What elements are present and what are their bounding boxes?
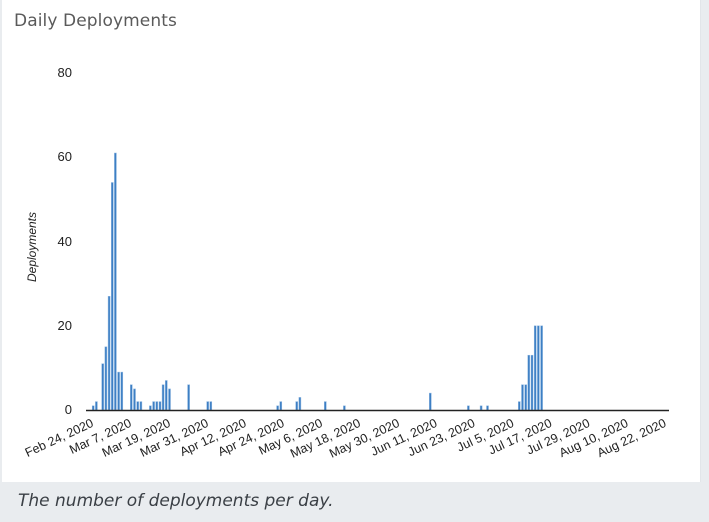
bar [101, 363, 104, 411]
bar [524, 384, 527, 411]
chart-caption: The number of deployments per day. [18, 491, 334, 511]
bar [518, 401, 521, 411]
bar [104, 346, 108, 411]
bar [533, 325, 537, 411]
bar [467, 405, 470, 411]
bar [429, 392, 432, 411]
bar [187, 384, 190, 411]
bar [158, 401, 162, 411]
y-tick-label: 20 [57, 317, 72, 333]
bar [95, 401, 98, 411]
bar [486, 405, 489, 411]
bar [530, 354, 534, 411]
bar [149, 405, 152, 411]
bar [537, 325, 540, 411]
y-tick-label: 40 [57, 233, 72, 249]
bar [91, 405, 95, 411]
bar [279, 401, 283, 411]
bar [324, 401, 327, 411]
bar [107, 296, 111, 411]
bar [130, 384, 133, 411]
bar [209, 401, 213, 411]
bar [527, 354, 531, 411]
bar [133, 388, 136, 411]
bar [161, 384, 165, 411]
bar [117, 371, 120, 411]
y-tick-label: 0 [64, 402, 72, 417]
y-tick-label: 60 [57, 149, 72, 165]
bar [343, 405, 346, 411]
bar [139, 401, 143, 411]
bar [479, 405, 483, 411]
bar [111, 182, 114, 411]
bar [165, 380, 168, 411]
bar [152, 401, 155, 411]
bar [295, 401, 298, 411]
bar [276, 405, 279, 411]
bar [540, 325, 543, 411]
chart-title: Daily Deployments [14, 11, 177, 31]
bar [136, 401, 139, 411]
bar [155, 401, 159, 411]
bar [120, 371, 124, 411]
bar [168, 388, 171, 411]
y-tick-label: 80 [57, 65, 72, 80]
bar [521, 384, 524, 411]
bar [114, 152, 117, 411]
bar [206, 401, 209, 411]
bar [298, 397, 302, 411]
